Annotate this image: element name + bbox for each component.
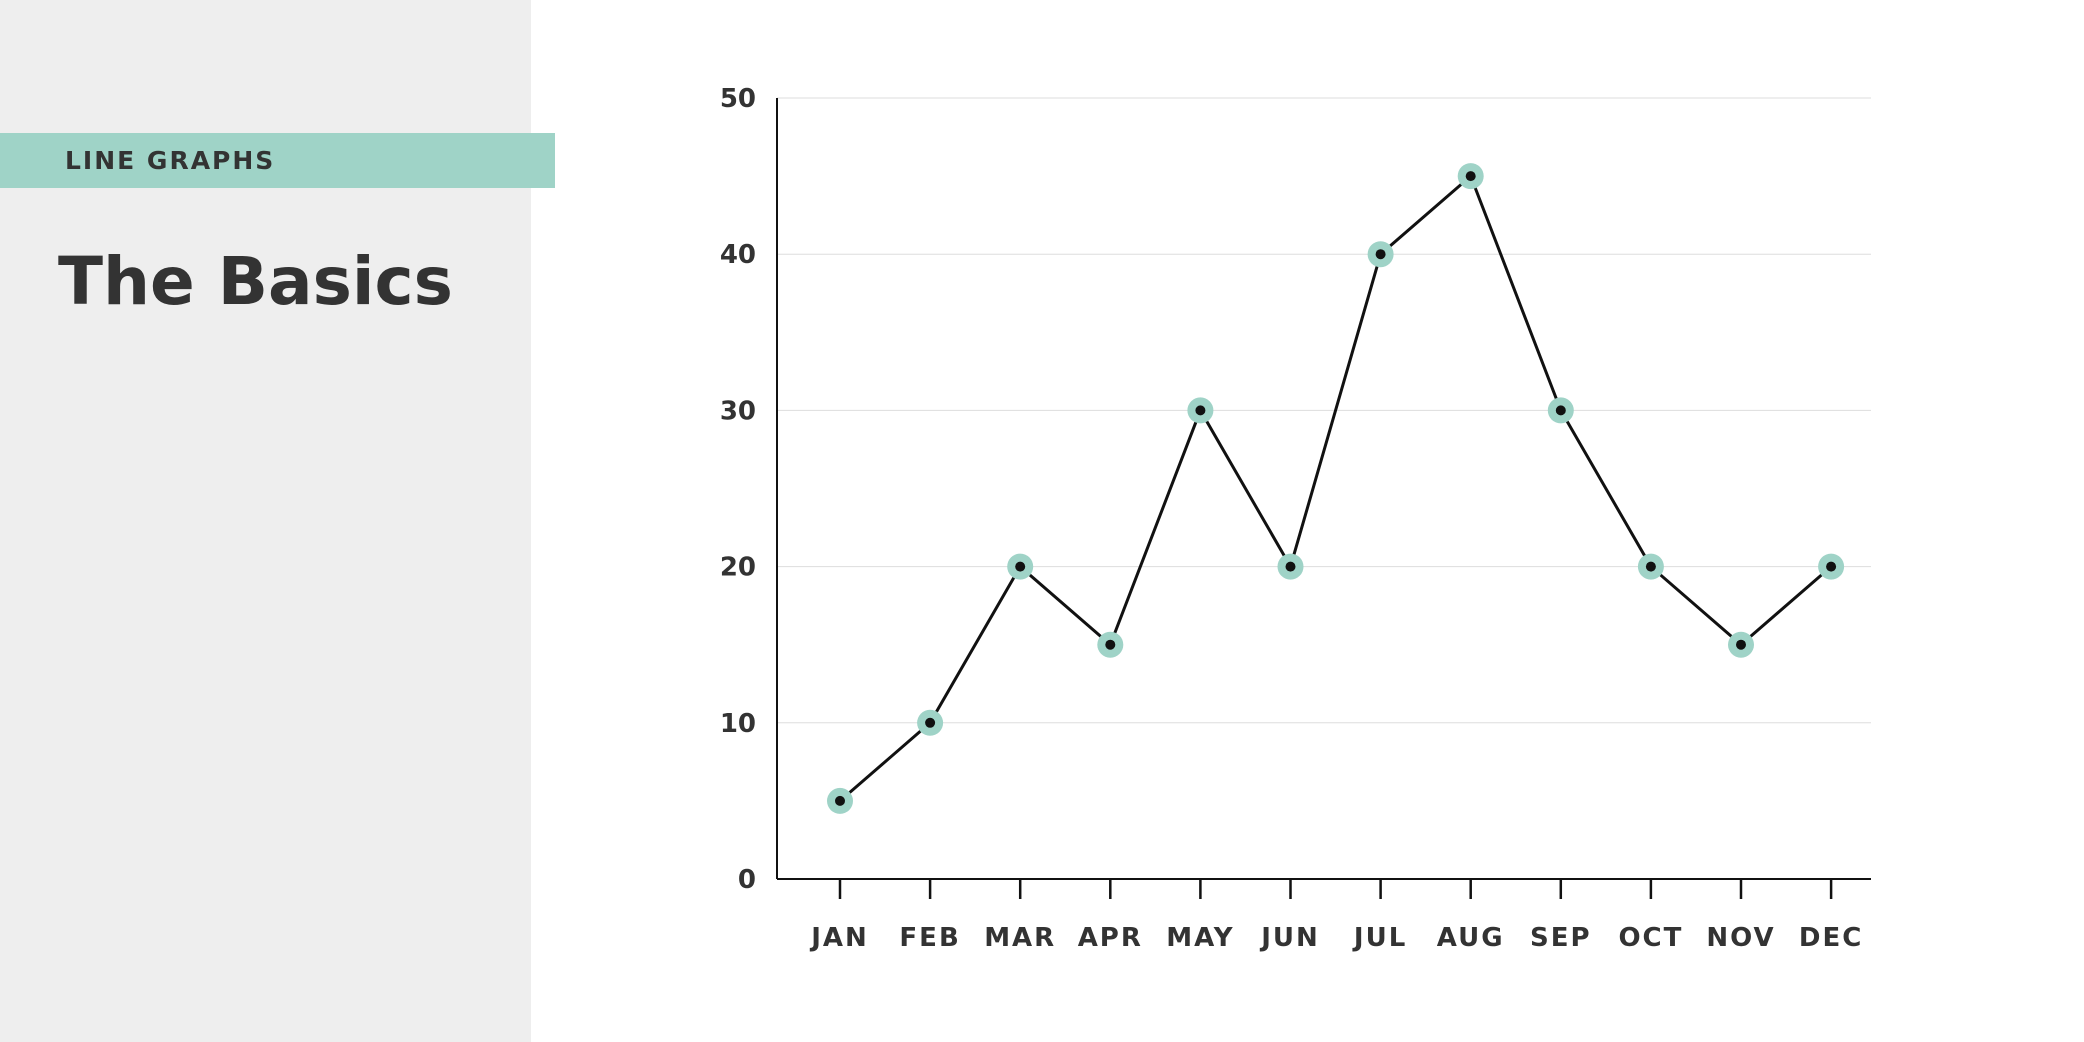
x-tick-label: OCT (1618, 923, 1683, 953)
data-point (1195, 405, 1206, 416)
x-tick-label: MAR (984, 923, 1056, 953)
series-line (839, 173, 1833, 803)
y-tick-label: 0 (738, 865, 756, 895)
data-point (1736, 639, 1746, 650)
grid-lines (777, 97, 1871, 724)
x-tick-label: FEB (899, 923, 960, 953)
y-tick-label: 20 (720, 553, 756, 583)
x-tick-label: NOV (1706, 923, 1775, 953)
section-label: LINE GRAPHS (65, 146, 276, 175)
data-point (1645, 561, 1656, 572)
x-axis: JAN FEB MAR APR MAY JUN JUL AUG SEP OCT NOV DEC (777, 878, 1871, 953)
y-tick-label: 50 (720, 84, 756, 114)
y-axis: 0 10 20 30 40 50 (720, 84, 778, 895)
y-tick-label: 30 (720, 396, 756, 426)
x-tick-label: JUN (1259, 923, 1320, 953)
y-tick-label: 10 (720, 709, 756, 739)
data-point (1015, 561, 1026, 572)
x-tick-label: MAY (1166, 923, 1234, 953)
page-title: The Basics (58, 243, 453, 320)
series-line-group (839, 173, 1833, 803)
section-banner: LINE GRAPHS (0, 133, 555, 188)
data-points (827, 163, 1845, 814)
x-tick-label: SEP (1530, 923, 1592, 953)
data-point (1375, 249, 1386, 260)
data-point (1105, 639, 1116, 650)
data-point (1285, 561, 1296, 572)
x-tick-label: AUG (1437, 923, 1505, 953)
data-point (1555, 405, 1566, 416)
data-point (835, 795, 845, 806)
x-tick-label: JUL (1352, 923, 1407, 953)
data-point (925, 717, 936, 728)
data-point (1826, 561, 1837, 572)
y-tick-label: 40 (720, 240, 756, 270)
x-tick-label: APR (1078, 923, 1143, 953)
data-point (1465, 171, 1476, 182)
x-tick-label: JAN (809, 923, 869, 953)
x-tick-label: DEC (1799, 923, 1863, 953)
